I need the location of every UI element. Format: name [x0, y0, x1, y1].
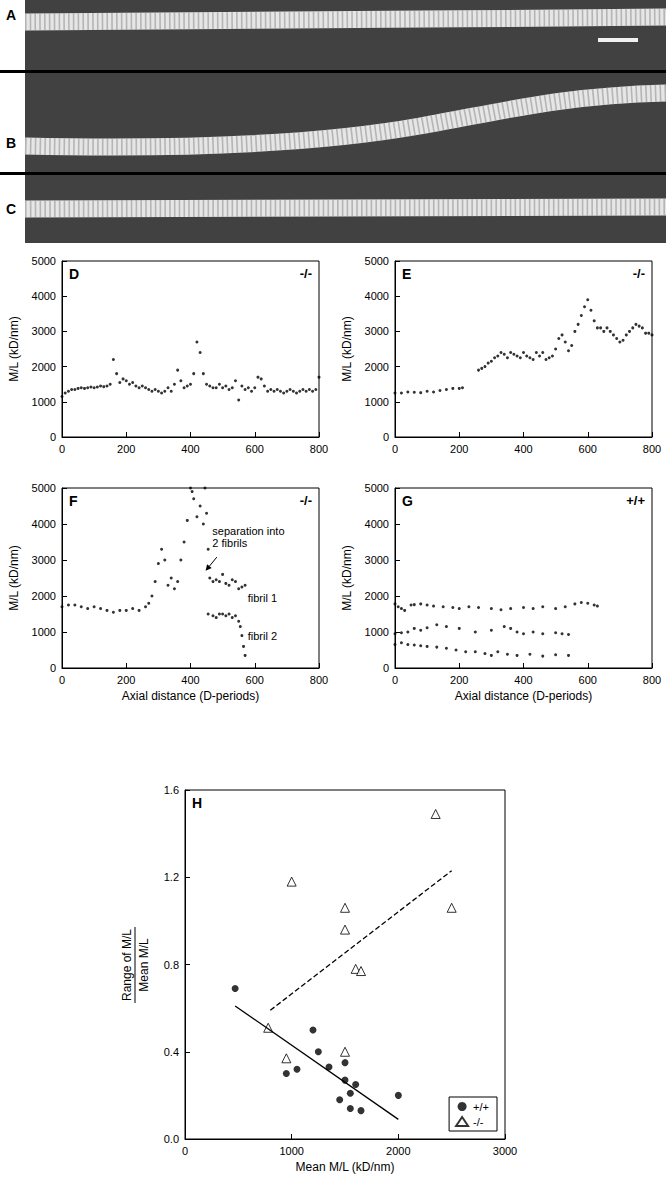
svg-text:2000: 2000: [365, 590, 389, 602]
svg-text:Axial distance (D-periods): Axial distance (D-periods): [455, 689, 592, 703]
svg-text:3000: 3000: [32, 554, 56, 566]
svg-text:600: 600: [579, 674, 597, 686]
svg-text:0: 0: [383, 662, 389, 674]
svg-text:200: 200: [117, 443, 135, 455]
svg-text:800: 800: [643, 674, 661, 686]
svg-text:-/-: -/-: [633, 266, 645, 281]
svg-text:4000: 4000: [365, 518, 389, 530]
svg-text:800: 800: [310, 443, 328, 455]
svg-text:-/-: -/-: [300, 493, 312, 508]
svg-text:4000: 4000: [32, 290, 56, 302]
svg-text:200: 200: [450, 674, 468, 686]
svg-text:3000: 3000: [365, 554, 389, 566]
svg-text:0.4: 0.4: [164, 1046, 179, 1058]
svg-text:4000: 4000: [32, 518, 56, 530]
svg-text:fibril 2: fibril 2: [248, 630, 277, 642]
svg-text:600: 600: [579, 443, 597, 455]
svg-text:2000: 2000: [32, 590, 56, 602]
svg-text:2000: 2000: [386, 1145, 410, 1157]
svg-text:0: 0: [392, 674, 398, 686]
svg-text:0: 0: [59, 443, 65, 455]
svg-text:2000: 2000: [32, 361, 56, 373]
svg-text:5000: 5000: [32, 482, 56, 494]
svg-text:2000: 2000: [365, 361, 389, 373]
svg-text:M/L (kD/nm): M/L (kD/nm): [340, 316, 354, 382]
svg-text:400: 400: [514, 443, 532, 455]
svg-text:1.2: 1.2: [164, 871, 179, 883]
svg-text:5000: 5000: [365, 482, 389, 494]
svg-text:+/+: +/+: [626, 493, 645, 508]
svg-text:M/L (kD/nm): M/L (kD/nm): [7, 545, 21, 611]
svg-text:200: 200: [117, 674, 135, 686]
svg-text:1000: 1000: [32, 626, 56, 638]
svg-text:0: 0: [59, 674, 65, 686]
svg-text:-/-: -/-: [300, 266, 312, 281]
html-text:Range of M/L: Range of M/L: [119, 928, 134, 1001]
svg-text:A: A: [6, 7, 16, 23]
svg-text:800: 800: [643, 443, 661, 455]
svg-text:0.8: 0.8: [164, 959, 179, 971]
svg-text:0: 0: [50, 662, 56, 674]
svg-text:1000: 1000: [365, 396, 389, 408]
svg-text:0: 0: [182, 1145, 188, 1157]
svg-text:600: 600: [246, 674, 264, 686]
svg-text:400: 400: [514, 674, 532, 686]
svg-text:1000: 1000: [32, 396, 56, 408]
svg-text:M/L (kD/nm): M/L (kD/nm): [340, 545, 354, 611]
svg-text:3000: 3000: [493, 1145, 517, 1157]
svg-text:4000: 4000: [365, 290, 389, 302]
svg-text:2 fibrils: 2 fibrils: [212, 537, 247, 549]
svg-text:600: 600: [246, 443, 264, 455]
svg-text:5000: 5000: [32, 255, 56, 267]
svg-text:1000: 1000: [279, 1145, 303, 1157]
svg-text:800: 800: [310, 674, 328, 686]
svg-text:200: 200: [450, 443, 468, 455]
svg-text:fibril 1: fibril 1: [248, 592, 277, 604]
svg-text:1.6: 1.6: [164, 784, 179, 796]
svg-text:5000: 5000: [365, 255, 389, 267]
svg-text:+/+: +/+: [473, 1101, 489, 1113]
svg-text:0.0: 0.0: [164, 1133, 179, 1145]
svg-text:C: C: [6, 201, 16, 217]
svg-text:1000: 1000: [365, 626, 389, 638]
svg-text:separation into: separation into: [212, 525, 284, 537]
svg-text:B: B: [6, 135, 16, 151]
svg-text:400: 400: [181, 674, 199, 686]
svg-text:M/L (kD/nm): M/L (kD/nm): [7, 316, 21, 382]
svg-text:Axial distance (D-periods): Axial distance (D-periods): [122, 689, 259, 703]
svg-text:0: 0: [50, 431, 56, 443]
svg-text:0: 0: [392, 443, 398, 455]
svg-text:3000: 3000: [365, 325, 389, 337]
svg-text:3000: 3000: [32, 325, 56, 337]
svg-text:0: 0: [383, 431, 389, 443]
svg-text:E: E: [402, 266, 411, 282]
svg-text:H: H: [192, 795, 202, 811]
svg-text:D: D: [69, 266, 79, 282]
svg-text:400: 400: [181, 443, 199, 455]
svg-text:F: F: [69, 493, 78, 509]
svg-text:Mean M/L (kD/nm): Mean M/L (kD/nm): [296, 1160, 395, 1174]
html-text:Mean M/L: Mean M/L: [136, 937, 151, 992]
svg-text:G: G: [402, 493, 413, 509]
svg-text:-/-: -/-: [473, 1116, 484, 1128]
